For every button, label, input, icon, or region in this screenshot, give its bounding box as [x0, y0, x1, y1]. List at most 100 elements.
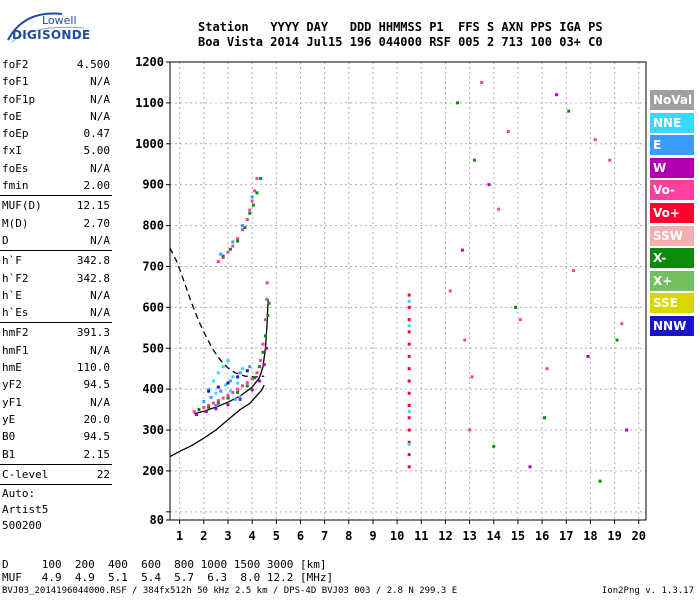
echo-point	[407, 465, 411, 469]
param-row: foE N/A	[0, 108, 112, 125]
param-row: foEp 0.47	[0, 125, 112, 142]
echo-point	[240, 228, 244, 232]
param-name: C-level	[2, 467, 49, 481]
param-separator	[0, 484, 112, 486]
echo-point	[216, 399, 220, 403]
echo-point	[207, 389, 211, 393]
echo-point	[266, 314, 270, 318]
param-name: B1	[2, 447, 16, 461]
echo-point	[407, 428, 411, 432]
echo-point	[407, 391, 411, 395]
autoscaling-line: Artist5	[2, 503, 49, 517]
plot-frame	[169, 61, 647, 521]
echo-point	[255, 191, 259, 195]
x-tick-label: 14	[487, 529, 501, 543]
param-name: fxI	[2, 144, 22, 158]
echo-point	[480, 80, 484, 84]
autoscaling-info: Auto: Artist5 500200	[0, 486, 112, 534]
echo-point	[407, 367, 411, 371]
echo-point	[487, 183, 491, 187]
x-tick-label: 10	[390, 529, 404, 543]
echo-point	[226, 381, 230, 385]
echo-point	[245, 381, 249, 385]
legend-entry-noval: NoVal	[650, 90, 694, 110]
echo-point	[236, 237, 240, 241]
param-row: h`F2 342.8	[0, 270, 112, 287]
param-value: 391.3	[76, 326, 110, 340]
x-tick-label: 9	[369, 529, 376, 543]
echo-point	[224, 383, 228, 387]
param-value: 342.8	[76, 254, 110, 268]
echo-point	[236, 387, 240, 391]
y-tick-label: 700	[142, 259, 164, 273]
echo-point	[468, 428, 472, 432]
echo-point	[470, 375, 474, 379]
station-header: Station YYYY DAY DDD HHMMSS P1 FFS S AXN…	[198, 20, 603, 50]
echo-point	[407, 453, 411, 457]
logo-swoosh-icon	[7, 12, 85, 43]
param-value: N/A	[90, 288, 110, 302]
echo-point	[620, 322, 624, 326]
echo-point	[253, 376, 257, 380]
echo-point	[236, 375, 240, 379]
y-tick-label: 200	[142, 464, 164, 478]
echo-point	[407, 305, 411, 309]
y-tick-label: 900	[142, 178, 164, 192]
param-value: 94.5	[83, 430, 111, 444]
echo-point	[407, 293, 411, 297]
legend-entry-x: X-	[650, 248, 694, 269]
x-tick-label: 20	[632, 529, 646, 543]
param-name: MUF(D)	[2, 199, 42, 213]
autoscaling-line: 500200	[2, 519, 42, 533]
echo-point	[219, 389, 223, 393]
param-name: foE	[2, 109, 22, 123]
echo-point	[240, 384, 244, 388]
param-name: B0	[2, 430, 16, 444]
param-value: 0.47	[83, 127, 111, 141]
param-value: 20.0	[83, 412, 111, 426]
echo-point	[259, 177, 263, 181]
echo-point	[248, 211, 252, 215]
echo-point	[231, 375, 235, 379]
echo-point	[226, 393, 230, 397]
param-value: 2.70	[83, 216, 111, 230]
echo-point	[586, 354, 590, 358]
echo-point	[238, 395, 242, 399]
echo-point	[265, 297, 269, 301]
profile-dashed-curve	[169, 247, 265, 378]
logo-digisonde-text: DIGISONDE	[12, 28, 91, 42]
echo-point	[255, 371, 259, 375]
param-value: N/A	[90, 75, 110, 89]
echo-point	[267, 301, 271, 305]
echo-point	[259, 359, 263, 363]
param-value: N/A	[90, 109, 110, 123]
echo-point	[257, 365, 261, 369]
param-value: 12.15	[76, 199, 110, 213]
echo-point	[407, 330, 411, 334]
echo-point	[598, 479, 602, 483]
param-name: hmE	[2, 361, 22, 375]
echo-point	[250, 388, 254, 392]
echo-point	[407, 442, 411, 446]
echo-point	[245, 369, 249, 373]
param-row: MUF(D) 12.15	[0, 197, 112, 214]
echo-point	[228, 379, 232, 383]
param-name: yF1	[2, 395, 22, 409]
echo-point	[236, 381, 240, 385]
echo-point	[514, 305, 518, 309]
x-tick-label: 6	[297, 529, 304, 543]
echo-point	[265, 346, 269, 350]
echo-point	[608, 158, 612, 162]
param-name: foF1	[2, 75, 29, 89]
echo-point	[228, 389, 232, 393]
echo-point	[219, 252, 223, 256]
echo-point	[221, 365, 225, 369]
echo-point	[238, 397, 242, 401]
echo-point	[214, 391, 218, 395]
echo-point	[448, 289, 452, 293]
param-row: hmE 110.0	[0, 359, 112, 376]
echo-point	[253, 189, 257, 193]
param-row: yF2 94.5	[0, 376, 112, 393]
echo-point	[233, 397, 237, 401]
muf-distance-row: D 100 200 400 600 800 1000 1500 3000 [km…	[2, 558, 327, 571]
